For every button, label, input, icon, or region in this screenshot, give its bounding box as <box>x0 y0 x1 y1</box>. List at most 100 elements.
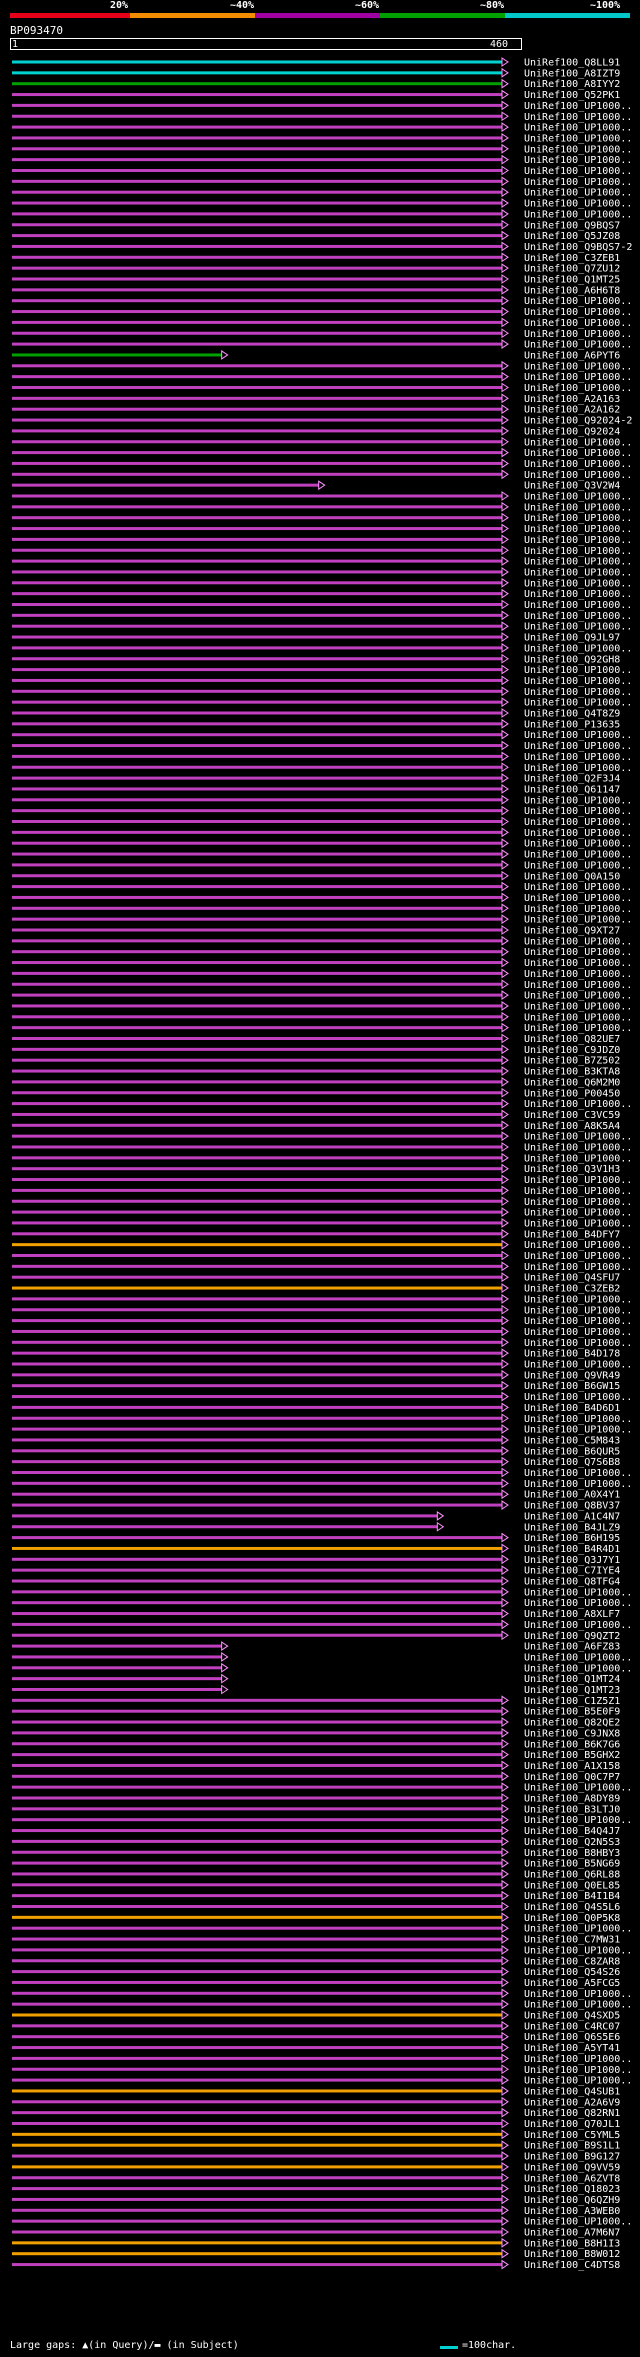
hit-label[interactable]: UniRef100_UP1000.. <box>524 1186 632 1197</box>
hit-bar[interactable] <box>12 1677 222 1681</box>
hit-label[interactable]: UniRef100_UP1000.. <box>524 567 632 578</box>
hit-label[interactable]: UniRef100_Q3V1H3 <box>524 1164 620 1175</box>
hit-bar[interactable] <box>12 1829 502 1833</box>
hit-bar[interactable] <box>12 1460 502 1464</box>
hit-bar[interactable] <box>12 1308 502 1312</box>
hit-label[interactable]: UniRef100_B5E0F9 <box>524 1707 620 1718</box>
hit-label[interactable]: UniRef100_B3KTA8 <box>524 1067 620 1078</box>
hit-label[interactable]: UniRef100_UP1000.. <box>524 687 632 698</box>
hit-bar[interactable] <box>12 1405 502 1409</box>
hit-bar[interactable] <box>12 429 502 433</box>
hit-label[interactable]: UniRef100_UP1000.. <box>524 1218 632 1229</box>
hit-label[interactable]: UniRef100_Q4SUB1 <box>524 2086 620 2097</box>
hit-label[interactable]: UniRef100_Q92024-2 <box>524 416 632 427</box>
hit-bar[interactable] <box>12 1894 502 1898</box>
hit-bar[interactable] <box>12 255 502 259</box>
hit-label[interactable]: UniRef100_UP1000.. <box>524 1652 632 1663</box>
hit-label[interactable]: UniRef100_UP1000.. <box>524 1663 632 1674</box>
hit-label[interactable]: UniRef100_A2A163 <box>524 394 620 405</box>
hit-bar[interactable] <box>12 1525 438 1529</box>
hit-label[interactable]: UniRef100_UP1000.. <box>524 1175 632 1186</box>
hit-label[interactable]: UniRef100_UP1000.. <box>524 893 632 904</box>
hit-label[interactable]: UniRef100_UP1000.. <box>524 546 632 557</box>
hit-label[interactable]: UniRef100_C4DTS8 <box>524 2260 620 2271</box>
hit-bar[interactable] <box>12 1264 502 1268</box>
hit-bar[interactable] <box>12 1037 502 1040</box>
hit-bar[interactable] <box>12 418 502 422</box>
hit-bar[interactable] <box>12 722 502 726</box>
hit-bar[interactable] <box>12 2208 502 2212</box>
hit-bar[interactable] <box>12 1254 502 1257</box>
hit-label[interactable]: UniRef100_Q6S5E6 <box>524 2032 620 2043</box>
hit-label[interactable]: UniRef100_Q0A150 <box>524 871 620 882</box>
hit-label[interactable]: UniRef100_UP1000.. <box>524 1153 632 1164</box>
hit-label[interactable]: UniRef100_C5M843 <box>524 1435 620 1446</box>
hit-bar[interactable] <box>12 668 502 672</box>
hit-bar[interactable] <box>12 451 502 455</box>
hit-label[interactable]: UniRef100_Q9QZT2 <box>524 1631 620 1642</box>
hit-bar[interactable] <box>12 1937 502 1941</box>
hit-label[interactable]: UniRef100_UP1000.. <box>524 1783 632 1794</box>
hit-label[interactable]: UniRef100_A1C4N7 <box>524 1511 620 1522</box>
hit-label[interactable]: UniRef100_B9S1L1 <box>524 2141 620 2152</box>
hit-label[interactable]: UniRef100_A2A6V9 <box>524 2097 620 2108</box>
hit-bar[interactable] <box>12 1861 502 1865</box>
hit-bar[interactable] <box>12 114 502 118</box>
hit-label[interactable]: UniRef100_Q8TFG4 <box>524 1577 620 1588</box>
hit-label[interactable]: UniRef100_UP1000.. <box>524 1338 632 1349</box>
hit-label[interactable]: UniRef100_A8K5A4 <box>524 1121 620 1132</box>
hit-bar[interactable] <box>12 548 502 552</box>
hit-bar[interactable] <box>12 733 502 737</box>
hit-label[interactable]: UniRef100_A1X158 <box>524 1761 620 1772</box>
hit-bar[interactable] <box>12 1178 502 1182</box>
hit-label[interactable]: UniRef100_C4RC07 <box>524 2021 620 2032</box>
hit-label[interactable]: UniRef100_A8DY89 <box>524 1794 620 1805</box>
hit-bar[interactable] <box>12 2013 502 2017</box>
hit-label[interactable]: UniRef100_UP1000.. <box>524 2065 632 2076</box>
hit-label[interactable]: UniRef100_UP1000.. <box>524 1392 632 1403</box>
hit-label[interactable]: UniRef100_B8H1I3 <box>524 2238 620 2249</box>
hit-bar[interactable] <box>12 1091 502 1095</box>
hit-bar[interactable] <box>12 1568 502 1572</box>
hit-label[interactable]: UniRef100_B4D6D1 <box>524 1403 620 1414</box>
hit-label[interactable]: UniRef100_Q2N5S3 <box>524 1837 620 1848</box>
hit-label[interactable]: UniRef100_C9JNX8 <box>524 1728 620 1739</box>
hit-label[interactable]: UniRef100_B7Z502 <box>524 1056 620 1067</box>
hit-label[interactable]: UniRef100_Q9JL97 <box>524 633 620 644</box>
hit-bar[interactable] <box>12 2230 502 2234</box>
hit-label[interactable]: UniRef100_Q4T8Z9 <box>524 709 620 720</box>
hit-bar[interactable] <box>12 1373 502 1377</box>
hit-bar[interactable] <box>12 581 502 585</box>
hit-bar[interactable] <box>12 1796 502 1800</box>
hit-bar[interactable] <box>12 1286 502 1290</box>
hit-bar[interactable] <box>12 744 502 748</box>
hit-bar[interactable] <box>12 2078 502 2082</box>
hit-bar[interactable] <box>12 646 502 650</box>
hit-label[interactable]: UniRef100_UP1000.. <box>524 860 632 871</box>
hit-label[interactable]: UniRef100_UP1000.. <box>524 448 632 459</box>
hit-bar[interactable] <box>12 635 502 639</box>
hit-bar[interactable] <box>12 678 502 682</box>
hit-label[interactable]: UniRef100_Q92024 <box>524 426 620 437</box>
hit-label[interactable]: UniRef100_UP1000.. <box>524 470 632 481</box>
hit-label[interactable]: UniRef100_A6H6T8 <box>524 285 620 296</box>
hit-label[interactable]: UniRef100_UP1000.. <box>524 578 632 589</box>
hit-bar[interactable] <box>12 657 502 661</box>
hit-bar[interactable] <box>12 820 502 823</box>
hit-bar[interactable] <box>12 2263 502 2267</box>
hit-label[interactable]: UniRef100_UP1000.. <box>524 1360 632 1371</box>
hit-bar[interactable] <box>12 950 502 954</box>
hit-bar[interactable] <box>12 1818 502 1822</box>
hit-label[interactable]: UniRef100_Q4S5L6 <box>524 1902 620 1913</box>
hit-bar[interactable] <box>12 103 502 107</box>
hit-bar[interactable] <box>12 527 502 531</box>
hit-label[interactable]: UniRef100_C5YML5 <box>524 2130 620 2141</box>
hit-bar[interactable] <box>12 2111 502 2115</box>
hit-bar[interactable] <box>12 2219 502 2223</box>
hit-bar[interactable] <box>12 852 502 856</box>
hit-bar[interactable] <box>12 1026 502 1030</box>
hit-bar[interactable] <box>12 863 502 867</box>
hit-bar[interactable] <box>12 1807 502 1811</box>
hit-label[interactable]: UniRef100_Q18023 <box>524 2184 620 2195</box>
hit-label[interactable]: UniRef100_UP1000.. <box>524 730 632 741</box>
